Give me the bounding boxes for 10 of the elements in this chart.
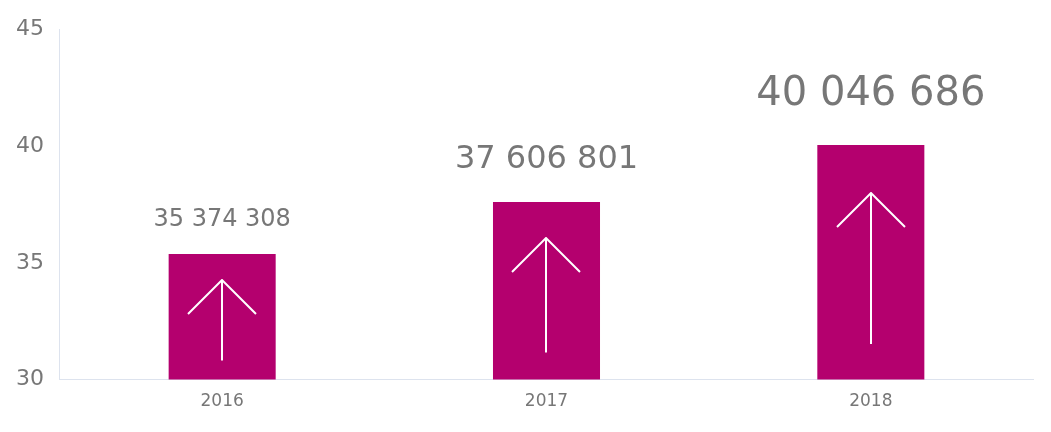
annotation: 40 046 686: [756, 68, 986, 115]
annotation: 35 374 308: [153, 204, 291, 233]
y-tick-label: 35: [15, 248, 44, 274]
annotation: 37 606 801: [454, 138, 639, 177]
x-tick-label: 2017: [524, 390, 569, 411]
y-tick-label: 45: [15, 14, 44, 40]
y-tick-label: 30: [15, 365, 44, 391]
x-tick-label: 2016: [200, 390, 244, 411]
x-tick-label: 2018: [849, 390, 893, 411]
y-tick-label: 40: [15, 131, 44, 157]
